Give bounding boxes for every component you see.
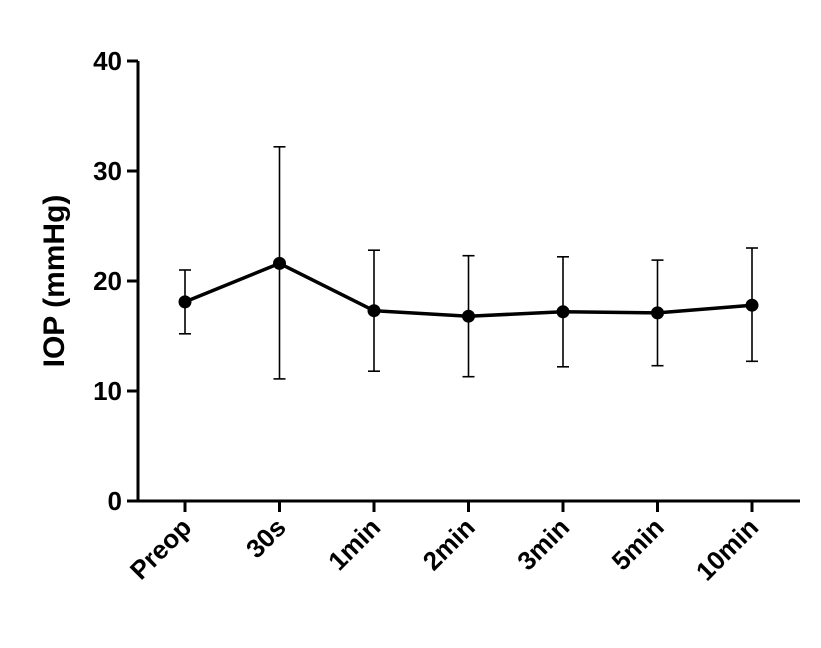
y-tick-label: 0 [108,486,122,516]
x-tick-label: 2min [417,512,481,576]
data-point [556,305,570,319]
y-tick-label: 40 [93,46,122,76]
data-point [178,295,192,309]
axis-ticks: 0 10 20 30 40 Preop 30s 1min 2min 3min 5min 10min [93,46,764,586]
y-axis-title: IOP (mmHg) [38,195,71,368]
y-tick-label: 30 [93,156,122,186]
error-bars [179,146,758,380]
x-tick-label: 30s [240,512,292,564]
data-markers [178,256,759,323]
y-tick-label: 20 [93,266,122,296]
x-tick-label: 5min [606,512,670,576]
y-tick-label: 10 [93,376,122,406]
data-point [462,309,475,323]
data-point [273,256,286,270]
x-tick-label: 3min [511,512,575,576]
x-tick-label: Preop [124,512,197,585]
data-point [745,298,759,312]
data-point [651,306,664,320]
x-tick-label: 10min [690,512,764,586]
x-tick-label: 1min [322,512,386,576]
data-point [367,304,381,318]
